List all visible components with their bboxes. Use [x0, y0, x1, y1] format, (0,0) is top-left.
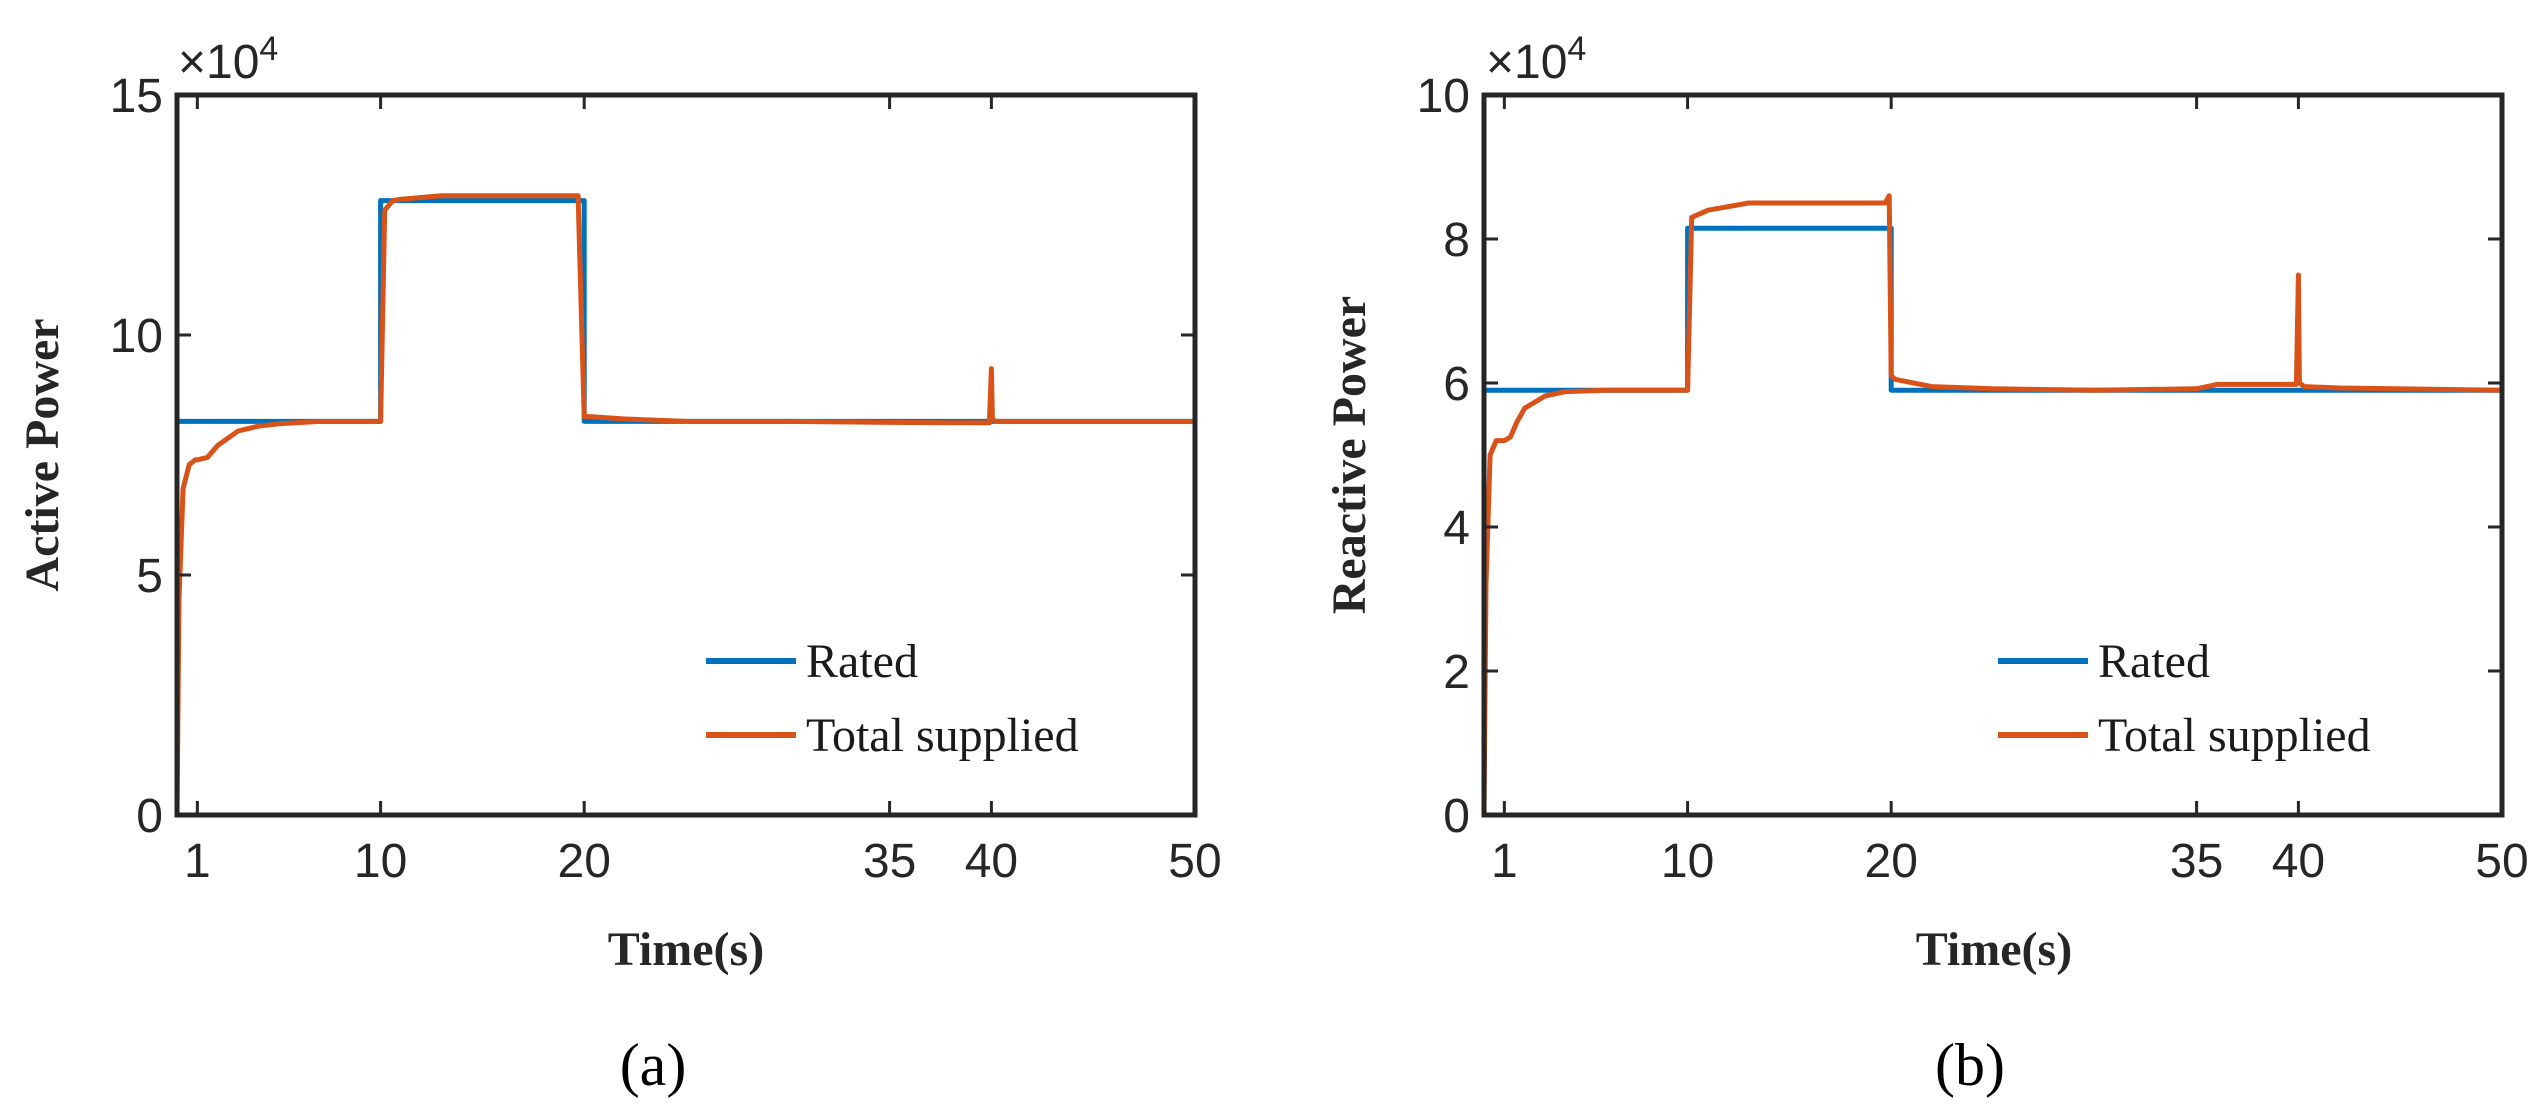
- x-tick-label-b-1: 10: [1661, 835, 1714, 888]
- x-tick-label-a-5: 50: [1168, 835, 1221, 888]
- x-tick-label-b-2: 20: [1865, 835, 1918, 888]
- legend-label-rated-b: Rated: [2098, 635, 2210, 688]
- x-tick-label-b-0: 1: [1491, 835, 1518, 888]
- y-axis-title-a: Active Power: [16, 318, 69, 591]
- ticks-group-a: 1 10 20 35 40 50 0 5 10 15: [110, 70, 1222, 888]
- y-tick-label-a-1: 5: [136, 550, 163, 603]
- x-tick-label-b-3: 35: [2170, 835, 2223, 888]
- y-axis-title-b: Reactive Power: [1323, 296, 1376, 615]
- legend-label-supplied-a: Total supplied: [806, 709, 1079, 762]
- series-group-a: [174, 193, 1195, 816]
- series-line-supplied-b: [1481, 193, 2503, 816]
- series-line-supplied-a: [174, 193, 1195, 816]
- x-axis-title-b: Time(s): [1916, 923, 2072, 976]
- panel-a: 1 10 20 35 40 50 0 5 10 15 ×104 Time(s) Active Po…: [16, 30, 1222, 1098]
- y-tick-label-a-2: 10: [110, 310, 163, 363]
- x-tick-label-a-4: 40: [965, 835, 1018, 888]
- x-axis-title-a: Time(s): [608, 923, 764, 976]
- y-tick-label-b-3: 6: [1443, 358, 1470, 411]
- x-tick-label-b-5: 50: [2475, 835, 2528, 888]
- legend-label-supplied-b: Total supplied: [2098, 709, 2371, 762]
- y-multiplier-a: ×104: [178, 30, 278, 89]
- y-tick-label-b-0: 0: [1443, 790, 1470, 843]
- axes-box-a: [174, 92, 1198, 818]
- panel-caption-a: (a): [620, 1032, 687, 1098]
- plot-area-b: [1484, 95, 2502, 815]
- legend-label-rated-a: Rated: [806, 635, 918, 688]
- y-tick-label-a-3: 15: [110, 70, 163, 123]
- y-tick-label-b-4: 8: [1443, 214, 1470, 267]
- legend-b: Rated Total supplied: [1998, 635, 2371, 762]
- x-tick-label-a-1: 10: [354, 835, 407, 888]
- y-tick-label-b-2: 4: [1443, 502, 1470, 555]
- y-tick-label-a-0: 0: [136, 790, 163, 843]
- x-tick-label-b-4: 40: [2272, 835, 2325, 888]
- plot-area-a: [177, 95, 1195, 815]
- x-tick-label-a-2: 20: [558, 835, 611, 888]
- x-tick-label-a-0: 1: [184, 835, 211, 888]
- y-multiplier-b: ×104: [1486, 30, 1586, 89]
- y-tick-label-b-5: 10: [1417, 70, 1470, 123]
- series-group-b: [1481, 193, 2503, 816]
- panel-caption-b: (b): [1935, 1032, 2005, 1098]
- panel-b: 1 10 20 35 40 50 0 2 4 6 8 10 ×104 Time(s) Reactive…: [1323, 30, 2529, 1098]
- y-tick-label-b-1: 2: [1443, 646, 1470, 699]
- legend-a: Rated Total supplied: [706, 635, 1079, 762]
- x-tick-label-a-3: 35: [863, 835, 916, 888]
- axes-box-b: [1481, 92, 2505, 818]
